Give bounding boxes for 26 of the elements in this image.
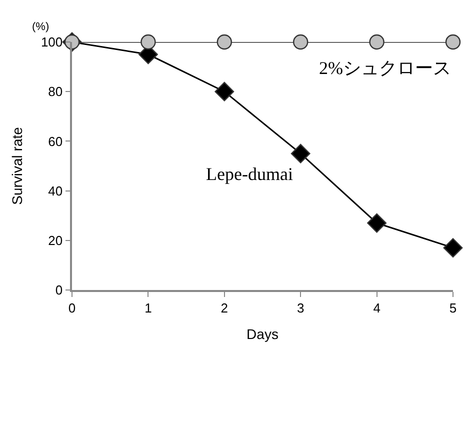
- point: [216, 34, 232, 50]
- point: [140, 34, 156, 50]
- y-tick-label: 0: [55, 282, 63, 298]
- point: [369, 34, 384, 50]
- point: [443, 238, 463, 258]
- series-label: Lepe-dumai: [206, 164, 293, 184]
- x-tick-label: 0: [68, 300, 76, 316]
- x-tick-label: 4: [373, 300, 380, 316]
- y-tick-label: 100: [40, 34, 63, 50]
- point: [367, 213, 386, 233]
- text: (%): [32, 21, 50, 33]
- x-axis-title: Days: [246, 326, 278, 342]
- y-tick-label: 20: [48, 232, 63, 248]
- x-tick-label: 2: [220, 300, 228, 316]
- y-tick-label: 80: [48, 84, 63, 100]
- x-tick-label: 1: [144, 300, 152, 316]
- point: [214, 82, 234, 102]
- y-tick-label: 40: [48, 183, 63, 198]
- series-label: 2%シュクロース: [319, 58, 451, 78]
- y-tick-label: 60: [48, 134, 63, 149]
- x-tick-label: 5: [449, 300, 457, 316]
- x-tick-label: 3: [296, 300, 304, 316]
- point: [445, 34, 461, 50]
- point: [290, 144, 310, 164]
- point: [293, 34, 308, 50]
- y-axis-title: Survival rate: [9, 126, 26, 205]
